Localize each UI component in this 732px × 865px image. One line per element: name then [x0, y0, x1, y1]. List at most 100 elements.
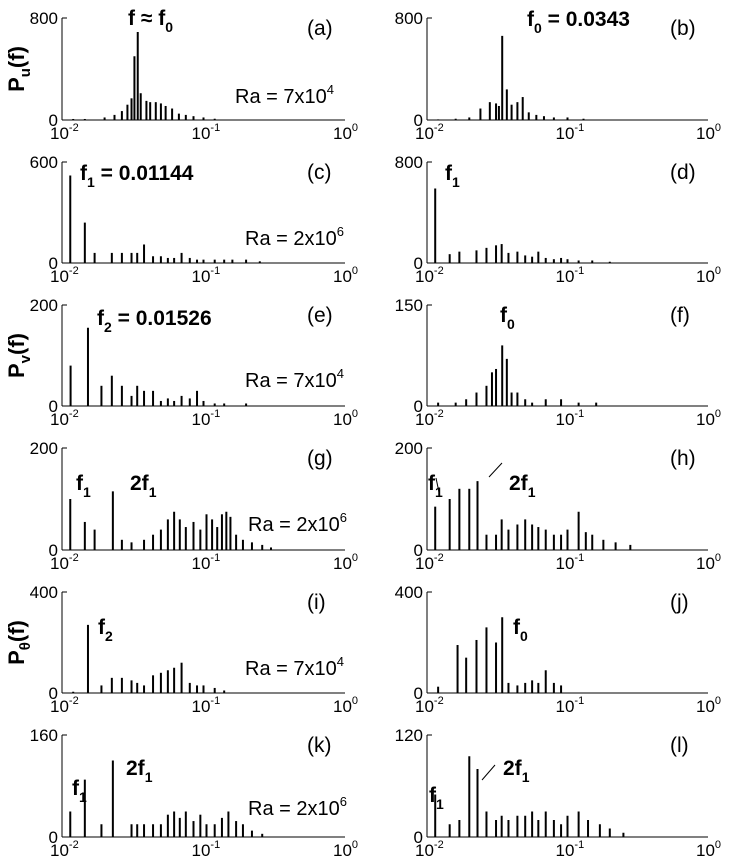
- x-tick-label: 100: [696, 408, 721, 429]
- x-tick-exponent: 0: [715, 839, 721, 851]
- x-tick-mantissa: 10: [333, 841, 352, 860]
- x-tick-exponent: -2: [69, 122, 79, 134]
- x-tick-exponent: 0: [352, 839, 358, 851]
- panel-label: (j): [670, 591, 689, 614]
- annotation-subscript: 1: [149, 484, 157, 500]
- annotation-text: 2f: [503, 757, 523, 780]
- panel-label: (g): [307, 447, 333, 470]
- annotation-subscript: 1: [452, 174, 460, 190]
- x-tick-mantissa: 10: [192, 554, 211, 573]
- annotation-superscript: 4: [337, 366, 344, 381]
- rayleigh-annotation: Ra = 7x104: [245, 654, 344, 680]
- annotation-text: f: [72, 777, 80, 800]
- annotation-subscript: 1: [79, 789, 87, 805]
- y-tick-label-zero: 0: [414, 111, 423, 130]
- x-tick-label: 100: [696, 122, 721, 143]
- annotation-text: f: [527, 8, 535, 31]
- annotation-subscript: 2: [104, 319, 112, 335]
- x-tick-label: 10-2: [415, 122, 444, 143]
- x-tick-label: 10-1: [556, 552, 585, 573]
- annotation-subscript: 1: [83, 484, 91, 500]
- y-axis-label: Pu(f): [4, 46, 34, 92]
- frequency-annotation: f1 = 0.01144: [80, 162, 194, 190]
- x-tick-label: 10-1: [556, 839, 585, 860]
- x-tick-exponent: -1: [210, 122, 220, 134]
- annotation-superscript: 6: [340, 510, 347, 525]
- y-tick-label-max: 120: [395, 726, 423, 745]
- x-tick-label: 100: [333, 265, 358, 286]
- y-label-main: P: [4, 650, 29, 665]
- x-tick-label: 10-1: [556, 265, 585, 286]
- x-tick-exponent: -2: [69, 839, 79, 851]
- frequency-annotation: f1: [76, 472, 91, 500]
- frequency-annotation: 2f1: [130, 472, 157, 500]
- annotation-text: f: [513, 616, 521, 639]
- x-tick-exponent: 0: [715, 695, 721, 707]
- annotation-subscript: 1: [145, 769, 153, 785]
- y-tick-label-max: 800: [30, 9, 58, 28]
- annotation-text: f: [80, 162, 88, 185]
- x-tick-mantissa: 10: [696, 267, 715, 286]
- annotation-text: Ra = 2x10: [248, 514, 340, 536]
- annotation-subscript: 2: [105, 628, 113, 644]
- annotation-text: 2f: [509, 472, 529, 495]
- annotation-leader: [488, 462, 503, 478]
- rayleigh-annotation: Ra = 7x104: [235, 82, 334, 108]
- annotation-text: Ra = 7x10: [245, 658, 337, 680]
- x-tick-exponent: -1: [574, 695, 584, 707]
- x-tick-label: 10-1: [192, 122, 221, 143]
- annotation-subscript: 1: [528, 484, 536, 500]
- x-tick-mantissa: 10: [192, 124, 211, 143]
- rayleigh-annotation: Ra = 2x106: [248, 510, 347, 536]
- x-tick-exponent: -2: [69, 695, 79, 707]
- annotation-text: Ra = 2x10: [245, 228, 337, 250]
- y-tick-label-max: 200: [30, 296, 58, 315]
- x-tick-mantissa: 10: [333, 410, 352, 429]
- x-tick-exponent: -2: [434, 122, 444, 134]
- annotation-superscript: 4: [327, 82, 334, 97]
- x-tick-mantissa: 10: [556, 554, 575, 573]
- annotation-subscript: 0: [520, 628, 528, 644]
- annotation-subscript: 0: [534, 20, 542, 36]
- x-tick-exponent: -1: [210, 552, 220, 564]
- x-tick-label: 10-2: [50, 408, 79, 429]
- panel-label: (c): [307, 161, 332, 184]
- x-tick-exponent: -1: [574, 265, 584, 277]
- x-tick-exponent: -1: [210, 265, 220, 277]
- x-tick-label: 10-2: [50, 122, 79, 143]
- frequency-annotation: 2f1: [509, 472, 536, 500]
- x-tick-label: 10-1: [556, 408, 585, 429]
- y-label-tail: (f): [4, 46, 29, 68]
- annotation-value: = 0.01526: [112, 307, 212, 330]
- annotation-text: f: [97, 307, 105, 330]
- x-tick-label: 10-1: [192, 265, 221, 286]
- x-tick-label: 100: [696, 695, 721, 716]
- x-tick-label: 100: [696, 265, 721, 286]
- rayleigh-annotation: Ra = 2x106: [248, 794, 347, 820]
- y-tick-label-zero: 0: [414, 254, 423, 273]
- x-tick-label: 100: [696, 839, 721, 860]
- x-tick-exponent: -2: [69, 552, 79, 564]
- x-tick-exponent: -1: [210, 695, 220, 707]
- x-tick-exponent: 0: [352, 695, 358, 707]
- x-tick-mantissa: 10: [192, 410, 211, 429]
- x-tick-exponent: -2: [434, 408, 444, 420]
- x-tick-exponent: -2: [434, 695, 444, 707]
- frequency-annotation: 2f1: [503, 757, 530, 785]
- x-tick-label: 10-1: [192, 695, 221, 716]
- y-tick-label-max: 800: [395, 153, 423, 172]
- x-tick-exponent: 0: [352, 265, 358, 277]
- x-tick-label: 100: [333, 695, 358, 716]
- y-tick-label-max: 200: [30, 439, 58, 458]
- x-tick-label: 10-1: [192, 839, 221, 860]
- annotation-leader: [435, 477, 441, 498]
- x-tick-label: 10-2: [50, 265, 79, 286]
- x-tick-label: 10-2: [415, 408, 444, 429]
- x-tick-label: 10-2: [415, 265, 444, 286]
- x-tick-mantissa: 10: [415, 841, 434, 860]
- y-label-subscript: u: [17, 68, 34, 77]
- y-tick-label-zero: 0: [49, 684, 58, 703]
- annotation-text: 2f: [130, 472, 150, 495]
